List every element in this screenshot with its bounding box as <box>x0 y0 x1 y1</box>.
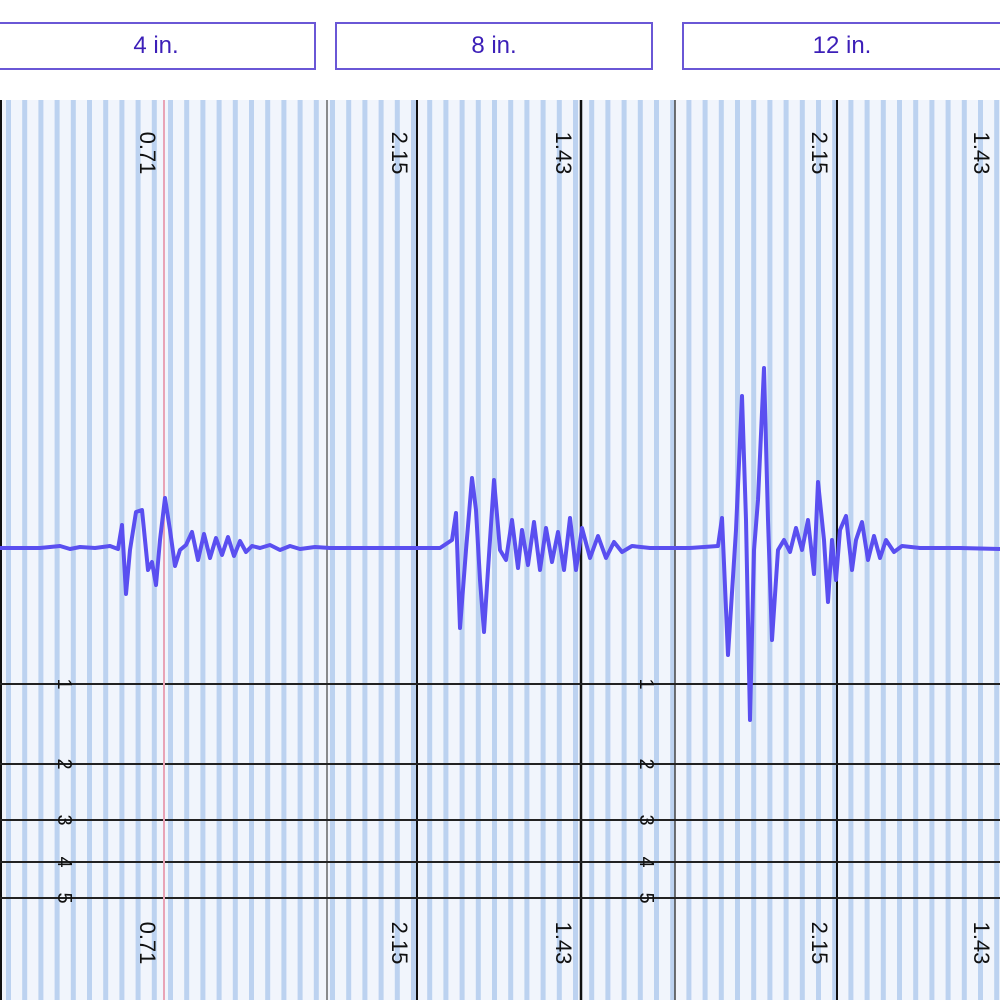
depth-mark-right-1: 1 <box>635 678 657 690</box>
tab-8-inch[interactable]: 8 in. <box>335 22 653 70</box>
depth-mark-right-3: 3 <box>635 814 657 826</box>
grid-stripe <box>508 100 514 1000</box>
grid-stripe <box>313 100 319 1000</box>
grid-stripe <box>265 100 271 1000</box>
depth-mark-left-2: 2 <box>53 758 75 770</box>
depth-mark-left-1: 1 <box>53 678 75 690</box>
depth-mark-left-3: 3 <box>53 814 75 826</box>
bottom-label-4: 2.15 <box>807 921 832 965</box>
grid-stripe <box>184 100 190 1000</box>
bottom-label-2: 2.15 <box>387 921 412 965</box>
top-label-4: 2.15 <box>807 131 832 175</box>
grid-stripe <box>492 100 497 1000</box>
depth-mark-left-5: 5 <box>53 892 75 904</box>
top-label-5: 1.43 <box>969 131 994 175</box>
top-label-3: 1.43 <box>551 131 576 175</box>
grid-stripe <box>702 100 708 1000</box>
top-label-1: 0.71 <box>135 131 160 175</box>
grid-stripe <box>168 100 173 1000</box>
depth-mark-right-4: 4 <box>635 856 657 868</box>
grid-stripe <box>200 100 206 1000</box>
grid-stripe <box>443 100 449 1000</box>
grid-stripe <box>459 100 465 1000</box>
depth-mark-right-2: 2 <box>635 758 657 770</box>
grid-stripe <box>249 100 254 1000</box>
grid-stripe <box>103 100 109 1000</box>
tab-12-inch[interactable]: 12 in. <box>682 22 1000 70</box>
grid-stripe <box>913 100 919 1000</box>
grid-stripe <box>54 100 60 1000</box>
grid-stripe <box>151 100 157 1000</box>
grid-stripe <box>637 100 643 1000</box>
depth-mark-left-4: 4 <box>53 856 75 868</box>
depth-mark-right-5: 5 <box>635 892 657 904</box>
depth-tab-bar: 4 in. 8 in. 12 in. <box>0 0 1000 100</box>
bottom-label-1: 0.71 <box>135 921 160 965</box>
grid-stripe <box>735 100 740 1000</box>
bottom-label-3: 1.43 <box>551 921 576 965</box>
top-label-2: 2.15 <box>387 131 412 175</box>
grid-stripe <box>135 100 141 1000</box>
grid-stripe <box>87 100 92 1000</box>
waveform-trace <box>0 366 1000 722</box>
grid-stripe <box>816 100 821 1000</box>
tab-4-inch[interactable]: 4 in. <box>0 22 316 70</box>
bottom-label-5: 1.43 <box>969 921 994 965</box>
grid-stripe <box>783 100 789 1000</box>
grid-stripe <box>718 100 724 1000</box>
waveform-canvas[interactable] <box>0 100 1000 1000</box>
waveform-plot[interactable]: 0.71 2.15 1.43 2.15 1.43 0.71 2.15 1.43 … <box>0 100 1000 1000</box>
grid-stripe <box>38 100 44 1000</box>
